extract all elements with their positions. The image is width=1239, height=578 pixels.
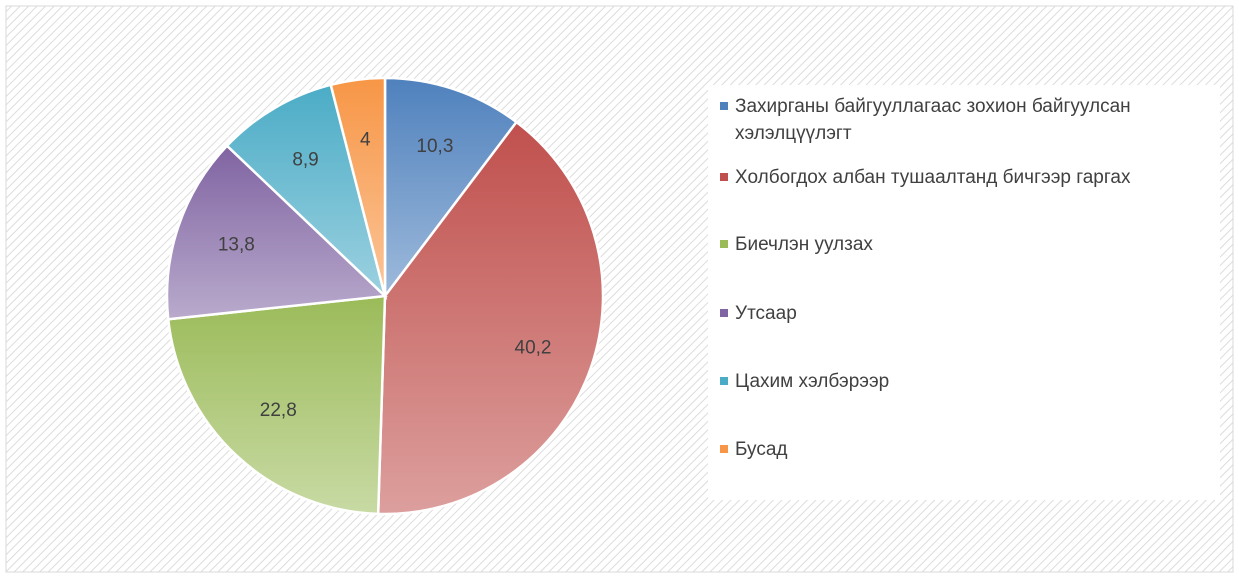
legend-swatch [720,240,728,248]
legend-item: Цахим хэлбэрээр [720,368,1210,395]
data-label: 40,2 [515,337,552,358]
data-label: 10,3 [416,136,453,157]
legend-label: Бусад [735,439,788,460]
legend-item: Бусад [720,436,1210,463]
legend-item: Захирганы байгууллагаас зохион байгуулса… [720,93,1210,147]
data-label: 4 [360,129,371,150]
data-label: 22,8 [260,400,297,421]
legend-label: Утсаар [735,303,797,324]
legend-item: Утсаар [720,300,1210,327]
legend-swatch [720,377,728,385]
data-label: 13,8 [218,235,255,256]
legend-item: Холбогдох албан тушаалтанд бичгээр гарга… [720,164,1210,191]
legend-label: Биечлэн уулзах [735,234,873,255]
legend-swatch [720,102,728,110]
pie-slice [225,83,388,300]
legend-swatch [720,173,728,181]
legend-label: Захирганы байгууллагаас зохион байгуулса… [735,96,1131,144]
legend-label: Цахим хэлбэрээр [735,371,890,392]
legend: Захирганы байгууллагаас зохион байгуулса… [708,85,1220,500]
legend-item: Биечлэн уулзах [720,231,1210,258]
legend-swatch [720,309,728,317]
legend-swatch [720,445,728,453]
pie-slice [376,120,605,516]
pie-slice [383,76,519,300]
pie-slice [165,144,388,321]
pie-slice [329,76,387,297]
pie-slice [166,294,387,516]
legend-label: Холбогдох албан тушаалтанд бичгээр гарга… [735,167,1131,188]
data-label: 8,9 [292,150,318,171]
